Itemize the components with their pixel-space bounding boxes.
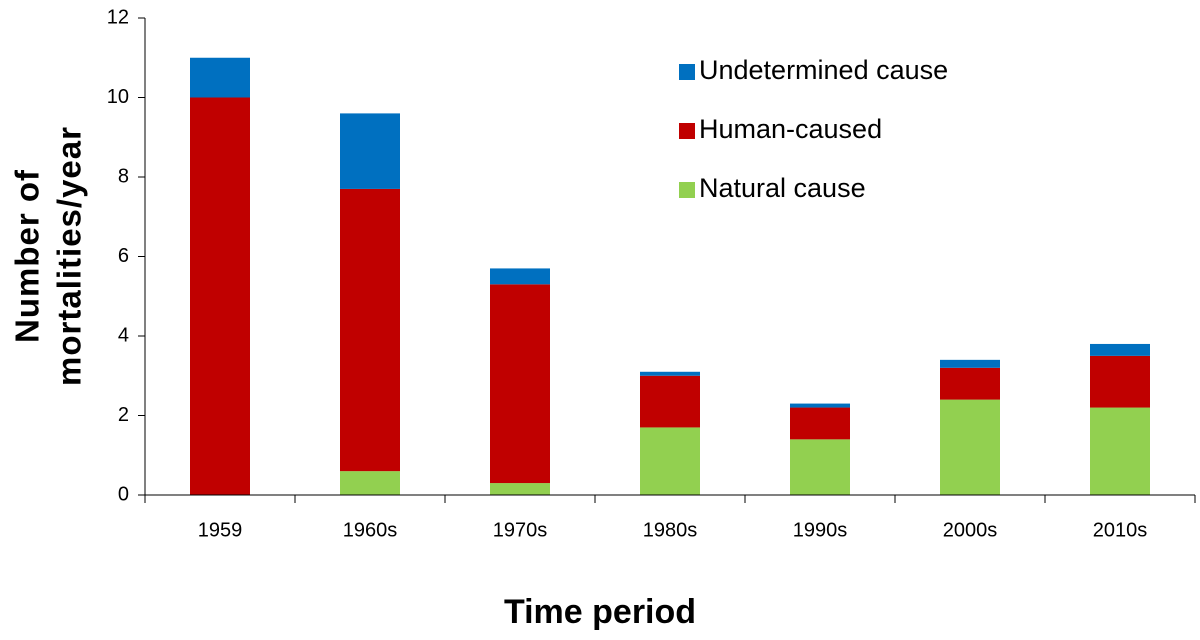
bar-segment [190, 57, 250, 98]
y-tick-label: 2 [118, 404, 129, 426]
bar-segment [490, 284, 550, 484]
y-tick-label: 8 [118, 165, 129, 187]
x-tick-label: 1959 [198, 519, 243, 541]
x-tick-label: 1980s [643, 519, 698, 541]
x-tick-label: 1970s [493, 519, 548, 541]
bar-segment [340, 113, 400, 189]
bar-segment [940, 399, 1000, 495]
x-tick-label: 1990s [793, 519, 848, 541]
x-axis-title: Time period [504, 593, 696, 631]
legend-label: Human-caused [699, 114, 882, 144]
bar-segment [640, 427, 700, 495]
bar-segment [640, 371, 700, 376]
bar-segment [490, 268, 550, 285]
legend-swatch [679, 182, 695, 198]
y-tick-label: 10 [107, 86, 129, 108]
y-tick-label: 6 [118, 245, 129, 267]
legend-label: Undetermined cause [699, 55, 948, 85]
x-tick-label: 2000s [943, 519, 998, 541]
bar-segment [940, 367, 1000, 400]
bar-segment [790, 407, 850, 440]
bar-segment [490, 483, 550, 495]
legend-swatch [679, 64, 695, 80]
y-axis-title: mortalities/year [51, 126, 88, 386]
y-tick-label: 4 [118, 324, 129, 346]
y-tick-label: 12 [107, 6, 129, 28]
bar-segment [790, 439, 850, 495]
x-tick-label: 2010s [1093, 519, 1148, 541]
bar-segment [190, 97, 250, 495]
bar-segment [940, 359, 1000, 368]
bar-segment [1090, 355, 1150, 408]
y-axis-title: Number of [9, 169, 46, 343]
x-tick-label: 1960s [343, 519, 398, 541]
bar-segment [340, 471, 400, 495]
bar-segment [790, 403, 850, 408]
legend-swatch [679, 123, 695, 139]
y-tick-label: 0 [118, 483, 129, 505]
legend-label: Natural cause [699, 173, 866, 203]
bar-segment [640, 375, 700, 428]
bar-segment [1090, 407, 1150, 495]
bar-segment [1090, 343, 1150, 356]
bar-segment [340, 188, 400, 472]
